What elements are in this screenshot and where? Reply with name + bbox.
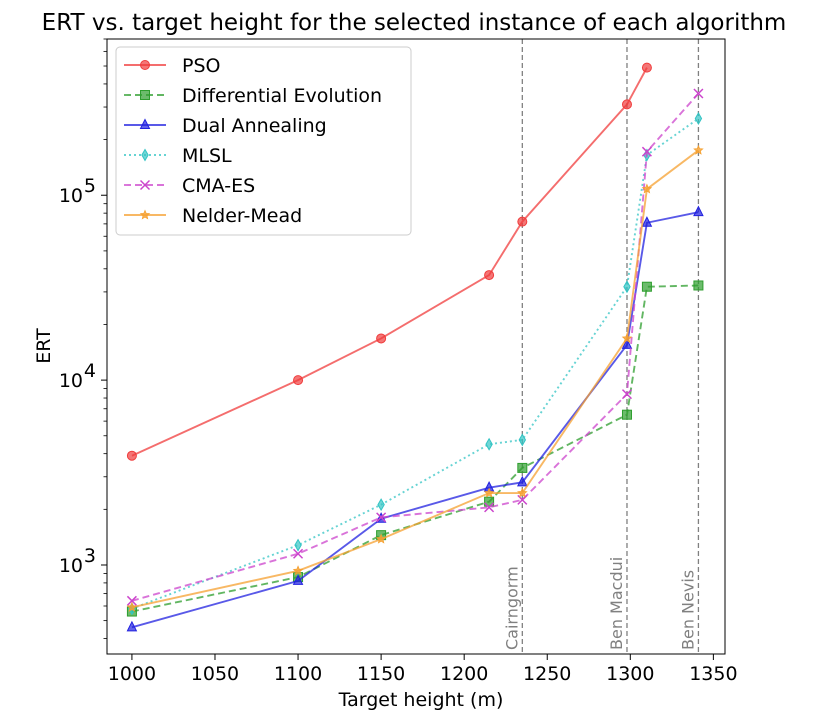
data-point xyxy=(140,90,150,100)
x-tick-label: 1000 xyxy=(108,663,156,685)
annotation-label: Ben Macdui xyxy=(607,557,626,650)
y-tick-label: 10 xyxy=(59,185,83,207)
data-point xyxy=(693,280,704,291)
data-point xyxy=(517,462,528,473)
annotation-layer: Cairngorm Ben Macdui Ben Nevis xyxy=(502,39,700,654)
legend-item: CMA-ES xyxy=(124,175,255,197)
chart-title: ERT vs. target height for the selected i… xyxy=(42,10,787,36)
series-pso xyxy=(126,62,652,461)
data-point xyxy=(517,216,528,227)
legend-label: MLSL xyxy=(182,145,232,167)
y-tick-label: 10 xyxy=(59,555,83,577)
data-point xyxy=(139,118,151,129)
data-point xyxy=(484,502,495,513)
data-point xyxy=(641,216,653,227)
series-line xyxy=(131,211,699,629)
data-point xyxy=(694,112,703,126)
legend-item: Nelder-Mead xyxy=(124,205,302,227)
legend-label: CMA-ES xyxy=(182,175,255,197)
data-point xyxy=(484,270,495,281)
legend-label: Nelder-Mead xyxy=(182,205,302,227)
data-point xyxy=(126,620,138,632)
data-point xyxy=(518,433,527,447)
annotation-label: Ben Nevis xyxy=(678,570,697,650)
data-point xyxy=(641,281,652,292)
data-point xyxy=(693,205,704,217)
x-axis: 1000 1050 1100 1150 1200 1250 1300 1350 xyxy=(108,654,738,685)
series-cma-es xyxy=(126,88,704,606)
legend-box xyxy=(115,46,412,236)
data-point xyxy=(483,487,495,498)
series-line xyxy=(131,149,699,609)
data-point xyxy=(375,533,387,544)
data-point xyxy=(693,144,704,155)
data-point xyxy=(485,437,493,451)
data-point xyxy=(641,146,652,157)
data-point xyxy=(621,409,632,420)
data-point xyxy=(621,332,633,343)
data-point xyxy=(140,60,150,70)
data-point xyxy=(294,538,302,552)
x-tick-label: 1150 xyxy=(357,663,405,685)
legend-item: Differential Evolution xyxy=(124,85,382,107)
data-point xyxy=(641,183,653,194)
data-point xyxy=(377,498,385,512)
legend-item: Dual Annealing xyxy=(124,115,327,137)
data-point xyxy=(641,62,652,73)
y-tick-label: 10 xyxy=(59,370,83,392)
legend-label: Dual Annealing xyxy=(182,115,327,137)
y-tick-exponent: 3 xyxy=(84,545,96,567)
legend: PSO Differential Evolution Dual Annealing M… xyxy=(115,46,412,236)
data-point xyxy=(621,389,633,400)
data-point xyxy=(376,333,387,344)
data-point xyxy=(621,338,633,349)
data-point xyxy=(623,280,631,294)
data-point xyxy=(293,375,304,386)
x-tick-label: 1200 xyxy=(440,663,488,685)
x-tick-label: 1250 xyxy=(523,663,571,685)
legend-label: Differential Evolution xyxy=(182,85,382,107)
series-nelder-mead xyxy=(126,144,704,612)
x-tick-label: 1350 xyxy=(689,663,737,685)
data-point xyxy=(126,595,137,606)
x-tick-label: 1100 xyxy=(274,663,322,685)
data-point xyxy=(517,475,528,487)
data-point xyxy=(621,99,632,110)
data-point xyxy=(484,496,495,507)
data-point xyxy=(126,601,138,612)
x-tick-label: 1300 xyxy=(606,663,654,685)
legend-item: MLSL xyxy=(124,145,232,167)
series-dual-annealing xyxy=(126,205,704,632)
data-point xyxy=(693,88,704,99)
legend-item: PSO xyxy=(124,55,220,77)
data-point xyxy=(292,574,304,585)
x-axis-label: Target height (m) xyxy=(338,689,504,711)
data-point xyxy=(139,209,151,220)
data-point xyxy=(293,548,304,559)
y-tick-exponent: 4 xyxy=(84,360,96,382)
x-tick-label: 1050 xyxy=(191,663,239,685)
y-tick-exponent: 5 xyxy=(84,175,96,197)
series-line xyxy=(131,92,700,602)
plot-frame xyxy=(106,38,726,655)
data-point xyxy=(139,179,151,191)
data-point xyxy=(292,565,304,576)
data-point xyxy=(517,487,528,498)
legend-label: PSO xyxy=(182,55,220,77)
annotation-label: Cairngorm xyxy=(502,566,521,650)
data-point xyxy=(141,148,149,162)
series-layer xyxy=(126,62,704,632)
data-point xyxy=(376,512,387,523)
data-point xyxy=(126,450,137,461)
series-line xyxy=(131,117,699,610)
y-axis-label: ERT xyxy=(33,328,55,364)
